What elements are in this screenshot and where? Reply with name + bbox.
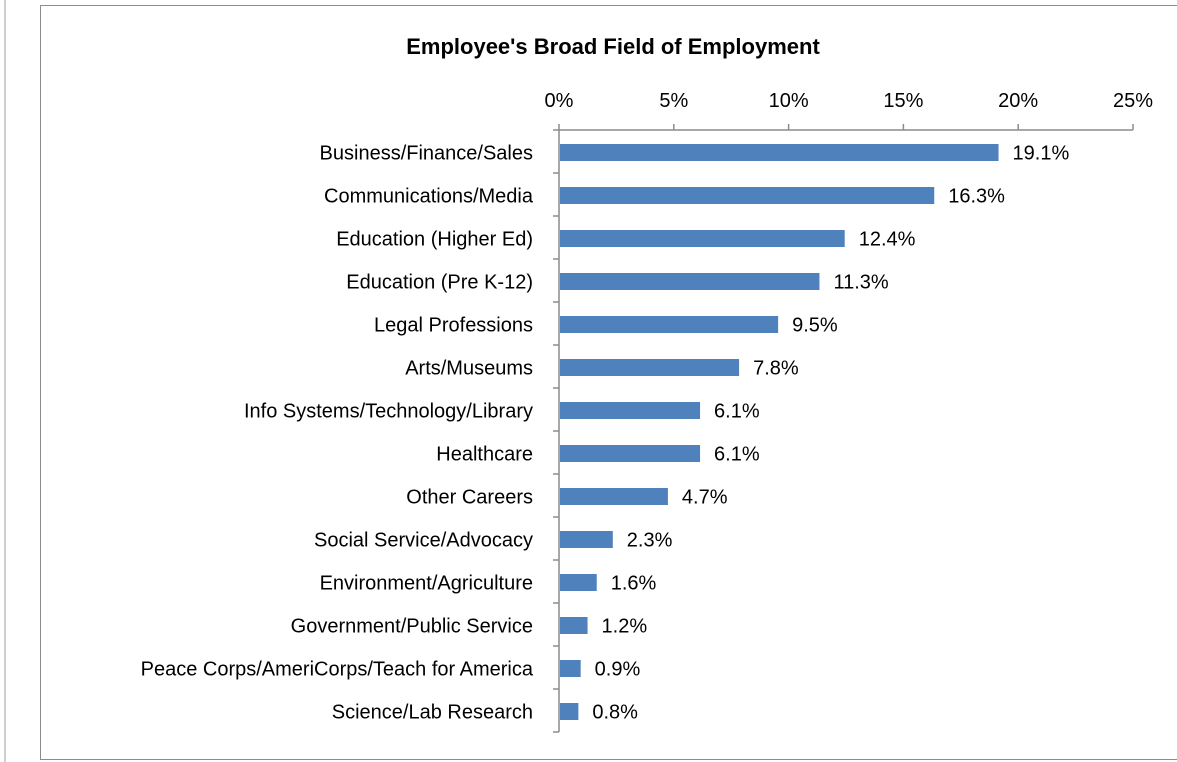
x-tick-label: 10% <box>769 90 809 112</box>
data-label: 7.8% <box>753 358 799 380</box>
x-tick-label: 0% <box>545 90 574 112</box>
data-label: 1.6% <box>611 573 657 595</box>
category-label: Info Systems/Technology/Library <box>244 401 533 423</box>
category-label: Business/Finance/Sales <box>320 143 533 165</box>
category-label: Environment/Agriculture <box>320 573 533 595</box>
data-label: 1.2% <box>602 616 648 638</box>
data-label: 0.8% <box>592 702 638 724</box>
bar <box>560 617 588 634</box>
chart-title: Employee's Broad Field of Employment <box>406 34 820 59</box>
x-tick-label: 20% <box>998 90 1038 112</box>
data-label: 16.3% <box>948 186 1005 208</box>
data-label: 4.7% <box>682 487 728 509</box>
bar <box>560 187 935 204</box>
category-label: Legal Professions <box>374 315 533 337</box>
data-label: 9.5% <box>792 315 838 337</box>
category-label: Social Service/Advocacy <box>314 530 533 552</box>
data-label: 6.1% <box>714 444 760 466</box>
bar <box>560 402 701 419</box>
bar <box>560 488 668 505</box>
category-label: Communications/Media <box>324 186 534 208</box>
bar <box>560 660 581 677</box>
x-tick-label: 15% <box>883 90 923 112</box>
data-label: 19.1% <box>1013 143 1070 165</box>
category-label: Science/Lab Research <box>332 702 533 724</box>
bar-layer: Business/Finance/Sales 19.1% Communication… <box>141 143 1070 724</box>
category-label: Government/Public Service <box>291 616 533 638</box>
category-label: Arts/Museums <box>405 358 533 380</box>
bar <box>560 359 740 376</box>
category-label: Education (Pre K-12) <box>346 272 533 294</box>
category-label: Peace Corps/AmeriCorps/Teach for America <box>141 659 534 681</box>
bar <box>560 574 597 591</box>
category-label: Healthcare <box>436 444 533 466</box>
data-label: 2.3% <box>627 530 673 552</box>
left-divider <box>4 0 6 762</box>
category-label: Education (Higher Ed) <box>336 229 533 251</box>
bar <box>560 316 779 333</box>
axis-layer: 0% 5% 10% 15% 20% 25% <box>545 90 1153 733</box>
bar <box>560 230 845 247</box>
bar <box>560 445 701 462</box>
chart-frame <box>40 5 1177 760</box>
bar <box>560 273 820 290</box>
bar <box>560 144 999 161</box>
data-label: 11.3% <box>833 272 888 294</box>
data-label: 0.9% <box>595 659 641 681</box>
x-tick-label: 5% <box>659 90 688 112</box>
bar <box>560 531 613 548</box>
bar <box>560 703 579 720</box>
data-label: 12.4% <box>859 229 916 251</box>
category-label: Other Careers <box>406 487 533 509</box>
data-label: 6.1% <box>714 401 760 423</box>
x-tick-label: 25% <box>1113 90 1153 112</box>
